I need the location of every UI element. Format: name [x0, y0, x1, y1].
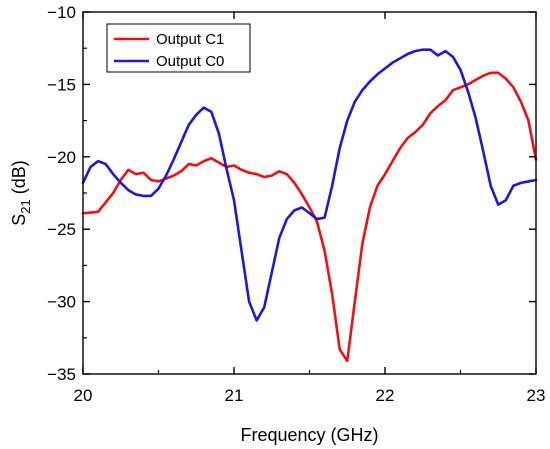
- x-tick-label: 21: [225, 386, 244, 405]
- legend-label: Output C0: [156, 53, 224, 70]
- series-layer: [81, 48, 538, 363]
- x-tick-label: 22: [376, 386, 395, 405]
- legend: Output C1 Output C0: [106, 23, 251, 73]
- y-axis-title-subscript: 21: [18, 199, 33, 213]
- y-tick-label: −15: [47, 75, 76, 94]
- y-tick-label: −35: [47, 365, 76, 384]
- x-axis-title: Frequency (GHz): [240, 425, 378, 445]
- legend-box: [106, 23, 251, 73]
- x-tick-label: 20: [74, 386, 93, 405]
- series-line-output-c1: [81, 71, 538, 363]
- ticks-layer: 20 21 22 23 −35 −30 −25 −20 −15 −10: [47, 3, 545, 405]
- series-line-output-c0: [81, 48, 538, 322]
- y-axis-title-unit: (dB): [9, 160, 29, 199]
- y-tick-label: −25: [47, 220, 76, 239]
- y-axis-title: S21 (dB): [9, 160, 33, 226]
- y-tick-label: −10: [47, 3, 76, 22]
- legend-label: Output C1: [156, 31, 224, 48]
- y-axis-title-base: S: [9, 214, 29, 226]
- y-tick-label: −30: [47, 293, 76, 312]
- y-tick-label: −20: [47, 148, 76, 167]
- x-tick-label: 23: [527, 386, 546, 405]
